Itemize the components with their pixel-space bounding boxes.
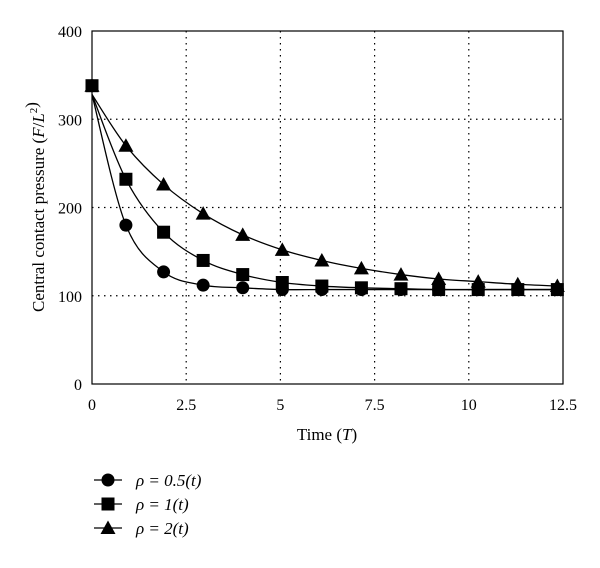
square-marker [119,172,133,186]
x-axis-title: Time (T) [297,425,357,444]
triangle-marker [510,276,526,291]
square-marker [236,268,250,282]
y-tick-label: 300 [58,112,82,129]
square-marker [394,282,408,296]
y-tick-label: 400 [58,24,82,41]
y-tick-label: 0 [74,377,82,394]
legend-label: ρ = 0.5(t) [135,471,202,490]
triangle-marker [470,274,486,288]
plot-frame [91,30,564,385]
x-tick-label: 2.5 [176,397,196,414]
y-tick-label: 200 [58,201,82,218]
x-tick-label: 5 [276,397,284,414]
triangle-marker [118,138,134,152]
legend-label: ρ = 2(t) [135,519,189,538]
y-tick-label: 100 [58,289,82,306]
triangle-marker [549,278,565,293]
circle-marker [157,265,171,279]
legend-triangle-marker [100,520,116,534]
x-tick-label: 0 [88,397,96,414]
triangle-marker [235,227,251,241]
legend-item: ρ = 2(t) [94,519,189,538]
legend-circle-marker [101,473,115,487]
legend-item: ρ = 0.5(t) [94,471,202,490]
tick-labels: 0 2.5 5 7.5 10 12.5 0 100 200 300 400 [58,24,577,414]
triangle-marker [314,252,330,267]
triangle-marker [195,206,211,220]
square-marker [354,281,368,295]
square-marker [275,276,289,290]
legend-square-marker [101,497,115,511]
circle-marker [119,218,133,232]
triangle-marker [431,271,447,285]
square-marker [432,283,446,297]
circle-marker [196,278,210,292]
legend-label: ρ = 1(t) [135,495,189,514]
x-tick-label: 10 [461,397,477,414]
square-marker [196,253,210,267]
legend-item: ρ = 1(t) [94,495,189,514]
x-tick-label: 7.5 [365,397,385,414]
y-axis-title: Central contact pressure (F/L2) [22,102,48,312]
square-marker [157,225,171,239]
legend: ρ = 0.5(t) ρ = 1(t) ρ = 2(t) [94,471,202,538]
triangle-marker [156,177,172,191]
grid-lines [92,31,563,384]
triangle-marker [393,267,409,281]
x-tick-label: 12.5 [549,397,577,414]
triangle-marker [353,260,369,275]
data-points [84,78,565,297]
square-marker [315,279,329,293]
circle-marker [236,281,250,295]
triangle-marker [274,242,290,256]
